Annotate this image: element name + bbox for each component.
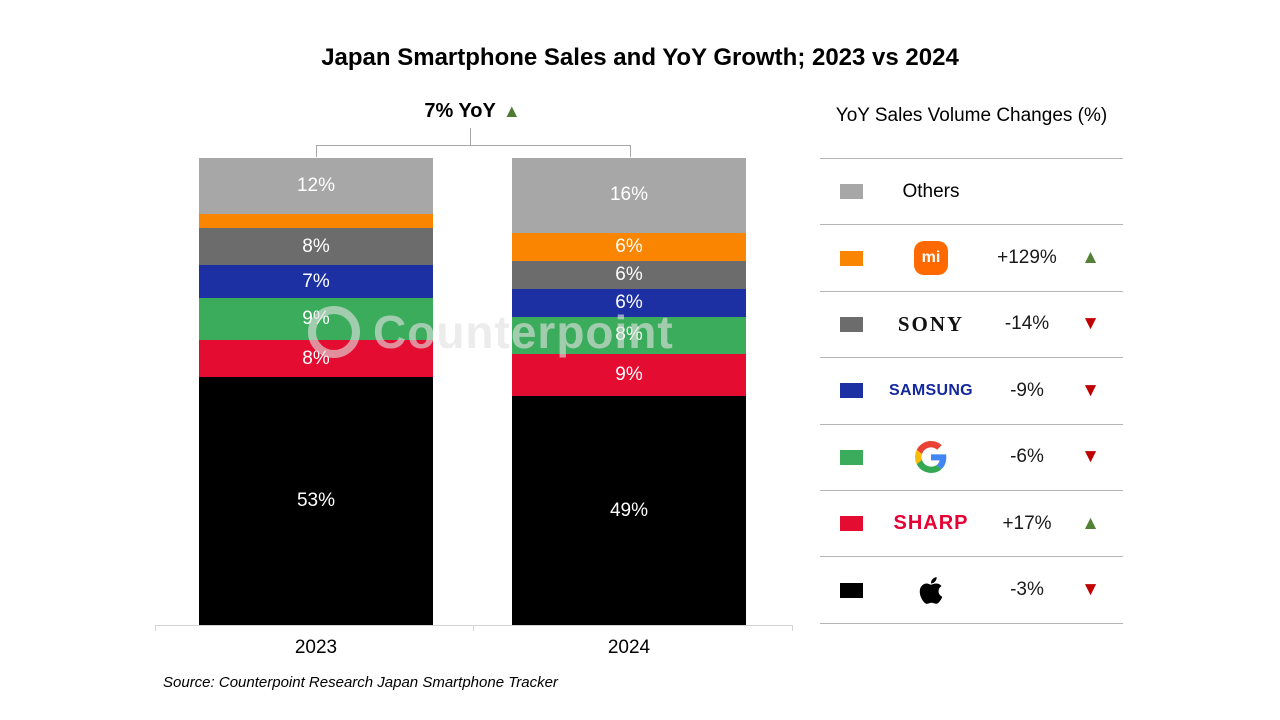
bar-segment-label: 12% — [296, 175, 336, 197]
swatch-cell — [820, 582, 866, 598]
logo-cell: SHARP — [866, 512, 996, 535]
yoy-change-value: +17% — [1002, 512, 1052, 534]
google-swatch — [840, 449, 863, 465]
bar-segment-label: 7% — [302, 270, 330, 292]
sony-logo: SONY — [897, 311, 965, 336]
sony-swatch — [840, 316, 863, 332]
stacked-bar-2023: 12% 8% 7% 9% 8% 53% — [199, 158, 433, 625]
chart-title: Japan Smartphone Sales and YoY Growth; 2… — [321, 44, 959, 71]
bar-segment-others-2024: 16% — [512, 158, 746, 233]
bar-segment-others-2023: 12% — [199, 158, 433, 215]
change-arrow-icon: ▼ — [1081, 579, 1100, 601]
sharp-swatch — [840, 516, 863, 532]
sharp-logo: SHARP — [893, 512, 969, 535]
bar-segment-apple-2023: 53% — [199, 377, 433, 625]
bar-segment-label: 16% — [609, 184, 649, 206]
swatch-cell — [820, 516, 866, 532]
bracket-center-line — [470, 128, 471, 145]
change-arrow-icon: ▼ — [1081, 379, 1100, 401]
bar-segment-label: 9% — [302, 308, 330, 330]
yoy-change-value: -3% — [1010, 579, 1044, 601]
bar-segment-google-2023: 9% — [199, 298, 433, 341]
bar-segment-apple-2024: 49% — [512, 396, 746, 625]
yoy-growth-annotation: 7% YoY ▲ — [390, 100, 555, 123]
xiaomi-swatch — [840, 250, 863, 266]
legend-row-apple: -3% ▼ — [820, 557, 1123, 624]
yoy-growth-label: 7% YoY — [424, 100, 496, 122]
legend-header: YoY Sales Volume Changes (%) — [835, 105, 1108, 126]
change-arrow-icon: ▼ — [1081, 446, 1100, 468]
stacked-bar-2024: 16% 6% 6% 6% 8% 9% 49% — [512, 158, 746, 625]
bar-segment-sharp-2023: 8% — [199, 340, 433, 378]
others-label: Others — [902, 180, 960, 202]
legend-row-sony: SONY -14% ▼ — [820, 292, 1123, 359]
yoy-change-value: -14% — [1004, 313, 1050, 335]
swatch-cell — [820, 250, 866, 266]
logo-cell: SAMSUNG — [866, 382, 996, 400]
others-swatch — [840, 184, 863, 200]
x-axis-tick — [155, 625, 156, 631]
growth-up-triangle-icon: ▲ — [502, 101, 521, 121]
bar-segment-label: 8% — [302, 347, 330, 369]
x-axis-tick — [473, 625, 474, 631]
apple-logo-icon — [919, 576, 943, 604]
bar-segment-google-2024: 8% — [512, 316, 746, 355]
bar-segment-sony-2023: 8% — [199, 228, 433, 266]
logo-cell — [866, 441, 996, 474]
swatch-cell — [820, 184, 866, 200]
change-arrow-icon: ▲ — [1081, 512, 1100, 534]
bar-segment-label: 6% — [615, 291, 643, 313]
legend-row-others: Others — [820, 159, 1123, 226]
x-axis-label-2023: 2023 — [294, 637, 338, 658]
samsung-logo: SAMSUNG — [889, 381, 973, 399]
bar-segment-label: 6% — [615, 263, 643, 285]
yoy-change-value: +129% — [997, 247, 1057, 269]
legend-row-samsung: SAMSUNG -9% ▼ — [820, 358, 1123, 425]
logo-cell: SONY — [866, 312, 996, 337]
yoy-change-value: -9% — [1010, 379, 1044, 401]
legend-row-sharp: SHARP +17% ▲ — [820, 491, 1123, 558]
apple-swatch — [840, 582, 863, 598]
bar-segment-xiaomi-2024: 6% — [512, 232, 746, 261]
bar-segment-sharp-2024: 9% — [512, 354, 746, 397]
xiaomi-logo-icon: mi — [914, 241, 948, 276]
change-arrow-icon: ▼ — [1081, 313, 1100, 335]
logo-cell — [866, 574, 996, 607]
samsung-swatch — [840, 383, 863, 399]
source-note: Source: Counterpoint Research Japan Smar… — [163, 674, 558, 691]
yoy-change-value: -6% — [1010, 446, 1044, 468]
swatch-cell — [820, 316, 866, 332]
legend-row-xiaomi: mi +129% ▲ — [820, 225, 1123, 292]
legend-table: Others mi +129% ▲ SONY -14% ▼ SAMSUNG — [820, 158, 1123, 624]
bracket-right-tick — [630, 145, 631, 157]
swatch-cell — [820, 449, 866, 465]
bar-segment-label: 9% — [615, 364, 643, 386]
bar-segment-label: 53% — [296, 490, 336, 512]
logo-cell: Others — [866, 181, 996, 203]
bar-segment-label: 49% — [609, 499, 649, 521]
bar-segment-label: 8% — [302, 235, 330, 257]
bar-segment-label: 6% — [615, 235, 643, 257]
bar-segment-samsung-2024: 6% — [512, 288, 746, 317]
bar-segment-sony-2024: 6% — [512, 260, 746, 289]
change-arrow-icon: ▲ — [1081, 247, 1100, 269]
google-logo-icon — [915, 441, 947, 474]
bracket-horizontal-line — [316, 145, 631, 146]
x-axis-label-2024: 2024 — [607, 637, 651, 658]
bracket-left-tick — [316, 145, 317, 157]
bar-segment-samsung-2023: 7% — [199, 265, 433, 299]
bar-segment-label: 8% — [615, 324, 643, 346]
bar-segment-xiaomi-2023 — [199, 214, 433, 229]
swatch-cell — [820, 383, 866, 399]
x-axis-line — [155, 625, 793, 626]
x-axis-tick — [792, 625, 793, 631]
legend-row-google: -6% ▼ — [820, 425, 1123, 491]
logo-cell: mi — [866, 241, 996, 276]
